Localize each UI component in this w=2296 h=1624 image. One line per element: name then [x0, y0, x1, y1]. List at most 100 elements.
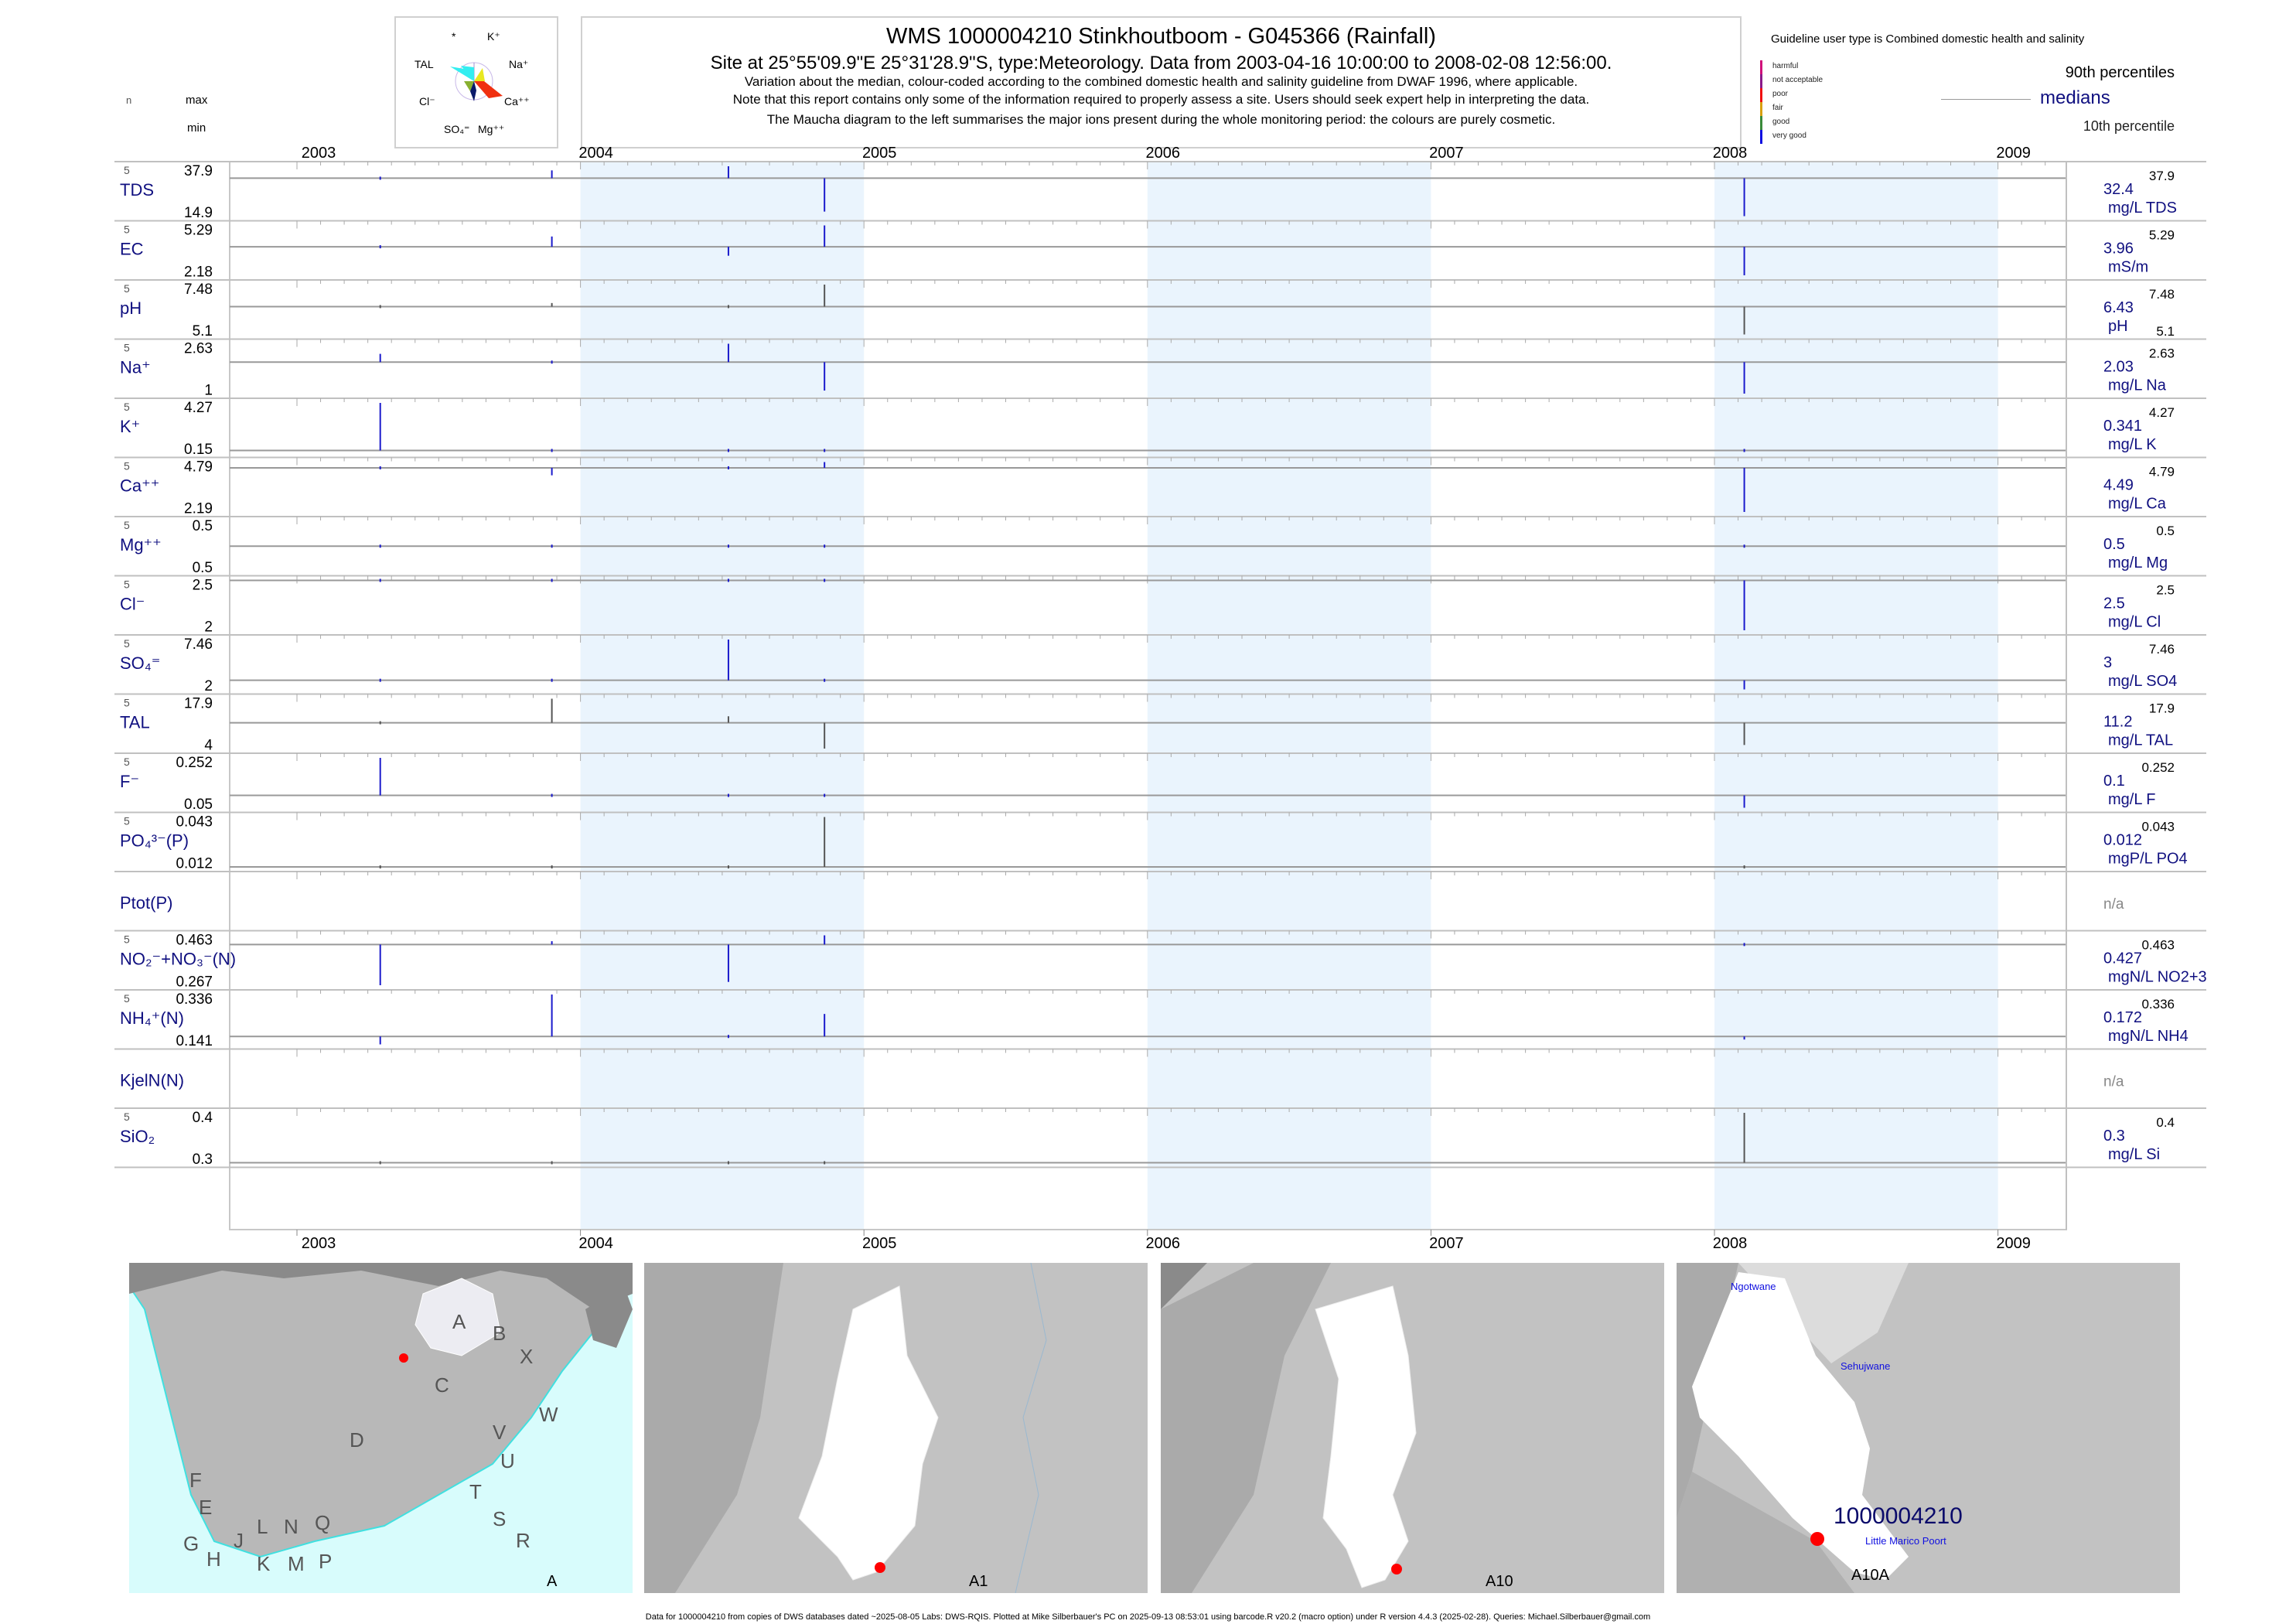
- param-name: K⁺: [120, 417, 140, 436]
- sample-count: 5: [124, 223, 130, 236]
- min-value: 0.05: [184, 797, 213, 813]
- x-tick-label-bottom: 2006: [1146, 1235, 1181, 1252]
- p90-value: 4.27: [2149, 405, 2175, 420]
- median-value: 0.1: [2103, 773, 2125, 790]
- p90-value: 0.252: [2141, 760, 2175, 775]
- p90-value: 2.5: [2156, 583, 2175, 598]
- assess-note: Note that this report contains only some…: [732, 92, 1590, 107]
- p90-value: 2.63: [2149, 346, 2175, 361]
- sample-count: 5: [124, 578, 130, 591]
- median-value: 0.427: [2103, 950, 2142, 967]
- max-value: 0.463: [176, 933, 213, 949]
- max-value: 5.29: [184, 223, 213, 239]
- max-value: 0.252: [176, 755, 213, 771]
- param-name: Cl⁻: [120, 595, 145, 614]
- region-letter: R: [516, 1529, 531, 1552]
- guideline-color-1: [1760, 74, 1762, 88]
- site-marker: [875, 1562, 885, 1573]
- region-letter: M: [288, 1552, 305, 1575]
- p90-value: 0.4: [2156, 1115, 2175, 1130]
- x-tick-label-bottom: 2004: [578, 1235, 613, 1252]
- max-value: 0.4: [193, 1110, 213, 1126]
- place-sehujwane: Sehujwane: [1841, 1360, 1890, 1372]
- x-tick-label-top: 2004: [578, 145, 613, 162]
- min-value: 0.012: [176, 856, 213, 872]
- region-letter: P: [319, 1550, 332, 1573]
- maucha-label-so4: SO₄⁼: [444, 123, 470, 135]
- place-little-marico-poort: Little Marico Poort: [1865, 1535, 1946, 1547]
- sample-count: 5: [124, 815, 130, 827]
- region-letter: V: [493, 1421, 507, 1444]
- region-letter: E: [199, 1496, 212, 1519]
- guideline-level-label: poor: [1772, 90, 1789, 98]
- min-value: 2: [204, 678, 213, 694]
- min-value: 0.3: [193, 1151, 213, 1168]
- median-value: 4.49: [2103, 477, 2134, 494]
- site-marker: [1391, 1564, 1402, 1575]
- min-value: 4: [204, 738, 213, 754]
- median-value: 0.341: [2103, 418, 2142, 435]
- min-value: 2: [204, 619, 213, 636]
- row-0: TDS 5 37.9 14.9 32.4 mg/L TDS 37.9: [114, 161, 2206, 221]
- p90-value: 5.29: [2149, 228, 2175, 243]
- map-panel-label: A: [547, 1573, 558, 1590]
- legend-medians: medians: [2040, 87, 2110, 108]
- min-value: 14.9: [184, 205, 213, 221]
- guideline-level-label: harmful: [1772, 62, 1799, 70]
- region-letter: U: [500, 1449, 515, 1472]
- site-marker: [1810, 1532, 1824, 1546]
- map-panel-label: A1: [969, 1573, 988, 1590]
- unit-label: mg/L TDS: [2108, 200, 2177, 217]
- x-tick-label-bottom: 2008: [1713, 1235, 1748, 1252]
- median-value: 0.012: [2103, 832, 2142, 849]
- median-value: 0.172: [2103, 1009, 2142, 1026]
- max-value: 0.5: [193, 518, 213, 534]
- p90-value: 7.48: [2149, 287, 2175, 302]
- col-header-max: max: [186, 94, 208, 107]
- median-value: 0.5: [2103, 536, 2125, 553]
- row-8: SO₄⁼ 5 7.46 2 3 mg/L SO4 7.46: [114, 634, 2206, 694]
- x-tick-label-top: 2007: [1429, 145, 1464, 162]
- maucha-label-na: Na⁺: [509, 58, 529, 70]
- x-tick-label-top: 2006: [1146, 145, 1181, 162]
- min-value: 0.15: [184, 442, 213, 458]
- x-tick-label-bottom: 2005: [862, 1235, 897, 1252]
- param-name: SO₄⁼: [120, 653, 160, 673]
- maucha-label-cl: Cl⁻: [419, 95, 435, 107]
- guideline-level-label: fair: [1772, 104, 1783, 112]
- unit-label: mg/L TAL: [2108, 732, 2173, 749]
- param-name: TDS: [120, 180, 154, 200]
- site-label: 1000004210: [1834, 1503, 1963, 1529]
- max-value: 17.9: [184, 696, 213, 712]
- sample-count: 5: [124, 756, 130, 768]
- x-tick-label-bottom: 2009: [1996, 1235, 2031, 1252]
- p90-value: 17.9: [2149, 701, 2175, 716]
- sample-count: 5: [124, 519, 130, 531]
- unit-label: mg/L Mg: [2108, 554, 2168, 571]
- region-letter: C: [435, 1373, 449, 1397]
- median-value: 32.4: [2103, 181, 2134, 198]
- unit-label: mg/L Si: [2108, 1146, 2160, 1163]
- region-letter: W: [539, 1403, 558, 1426]
- row-6: Mg⁺⁺5 0.50.50.5mg/L Mg0.5: [114, 516, 2206, 576]
- map-a10a: Ngotwane Sehujwane Little Marico Poort 1…: [1677, 1263, 2180, 1593]
- na-label: n/a: [2103, 1074, 2124, 1090]
- max-value: 7.48: [184, 281, 213, 298]
- na-label: n/a: [2103, 896, 2124, 913]
- maucha-note: The Maucha diagram to the left summarise…: [766, 112, 1556, 127]
- max-value: 4.27: [184, 400, 213, 416]
- row-10: F⁻ 5 0.252 0.05 0.1mg/L F 0.252: [114, 752, 2206, 813]
- row-13: NO₂⁻+NO₃⁻(N) 5 0.463 0.267 0.427 mgN/L NO2+3 0…: [114, 930, 2207, 991]
- sample-count: 5: [124, 697, 130, 709]
- max-value: 0.336: [176, 991, 213, 1008]
- min-value: 2.19: [184, 501, 213, 517]
- maucha-label-tal: TAL: [415, 58, 434, 70]
- region-letter: D: [350, 1428, 364, 1452]
- median-value: 6.43: [2103, 299, 2134, 316]
- region-letter: K: [257, 1552, 271, 1575]
- max-value: 2.63: [184, 341, 213, 357]
